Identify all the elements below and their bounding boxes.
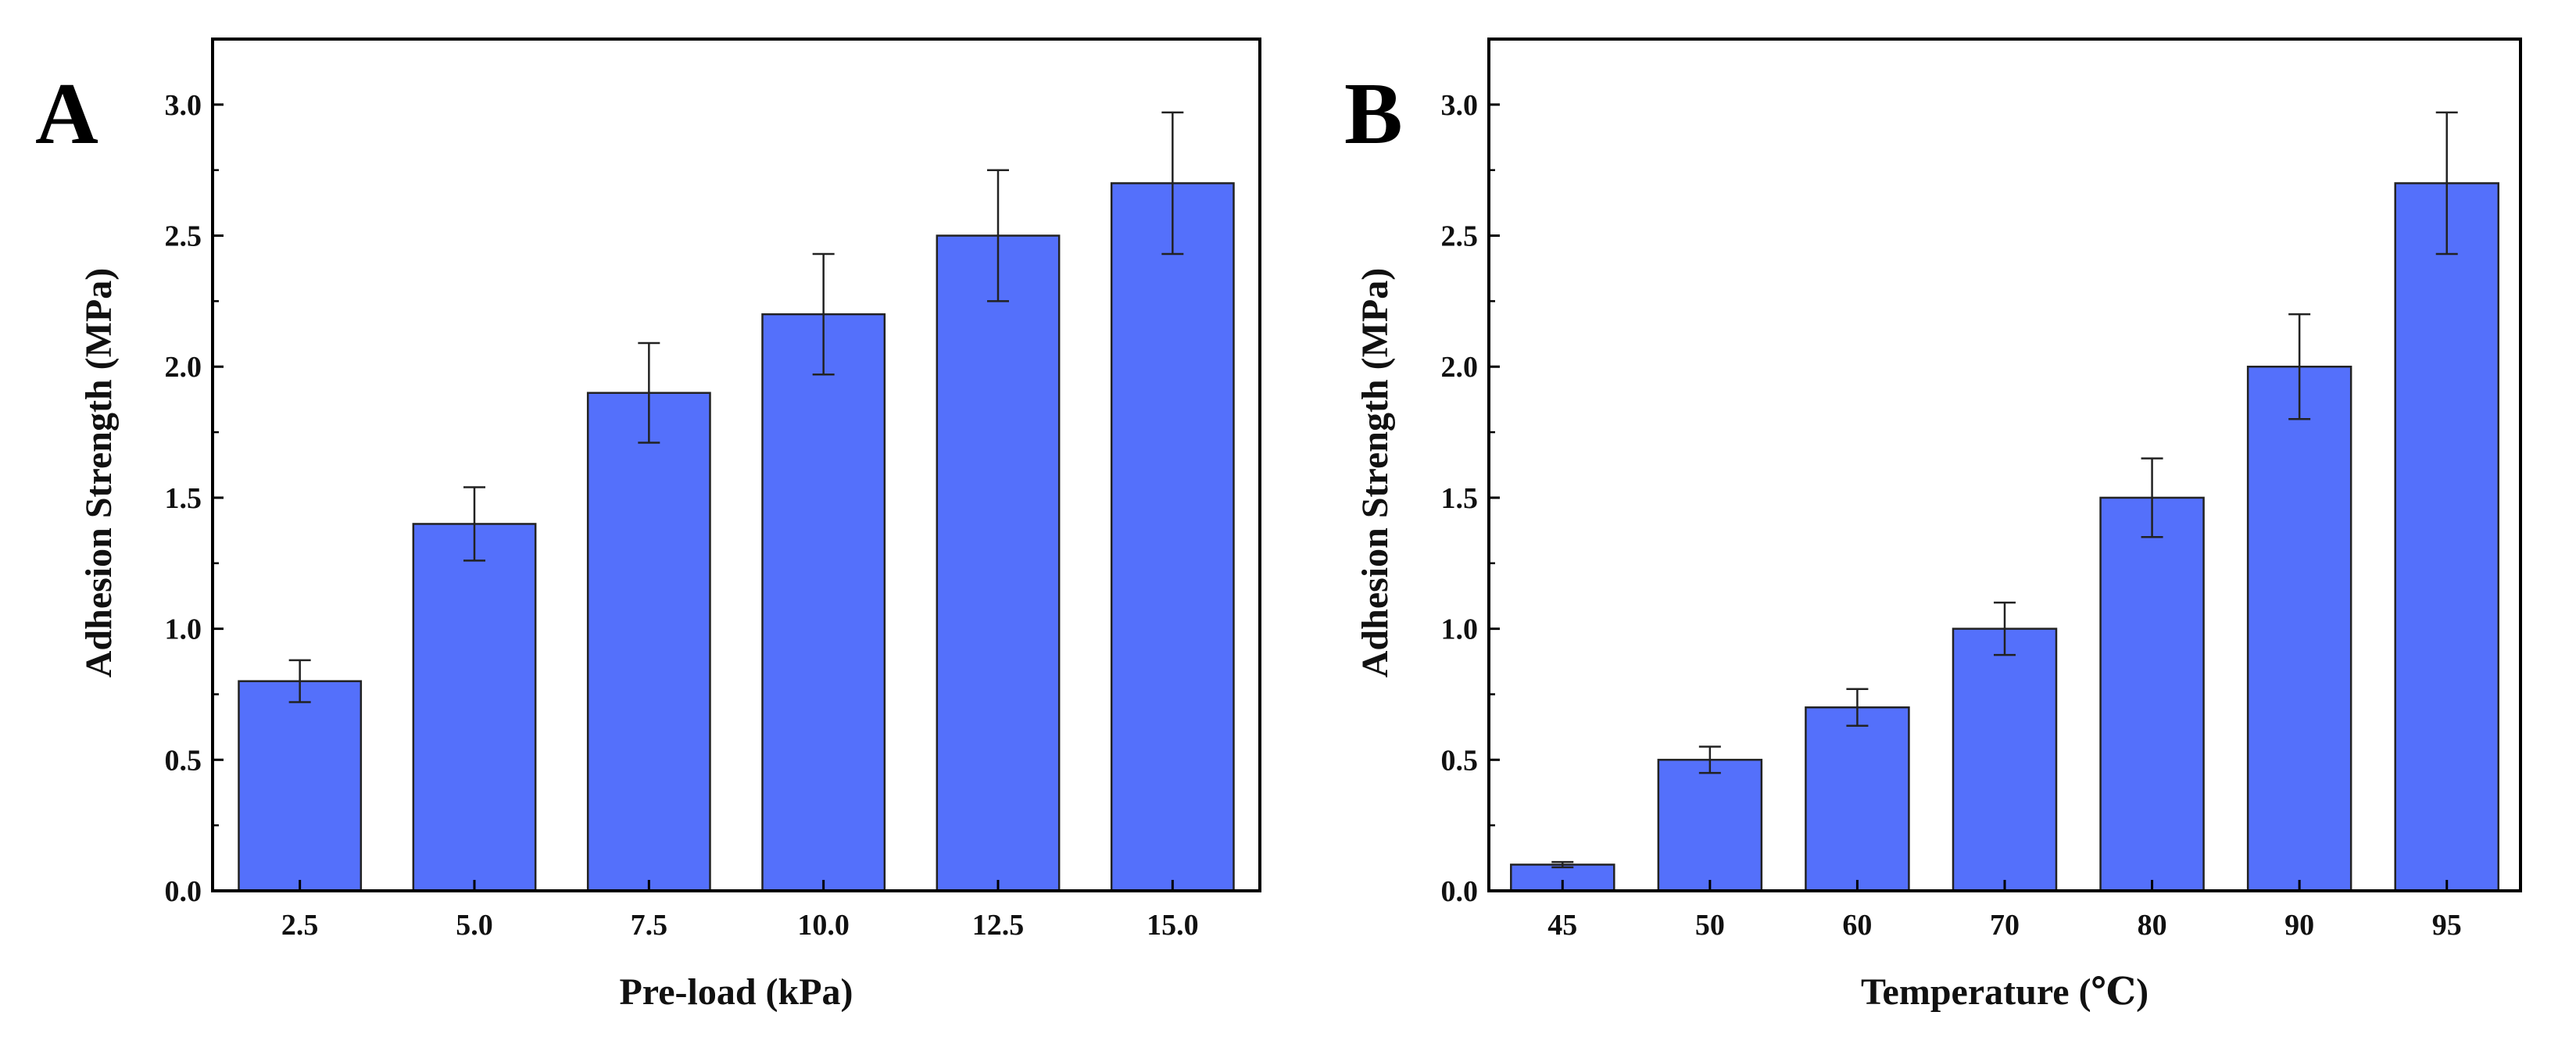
- bar-a-3: [761, 313, 886, 892]
- bar-a-4: [936, 234, 1061, 892]
- y-tick-label-a-1: 0.5: [165, 744, 202, 777]
- bar-b-5: [2246, 365, 2352, 892]
- bar-b-2: [1805, 706, 1910, 892]
- y-tick-label-b-2: 1.0: [1441, 613, 1479, 646]
- chart-panel-a: A 0.0 0.5 1.0 1.5 2.0 2.5 3.0 2.5 5.0 7.5 10.0 12.5…: [35, 38, 1261, 1013]
- error-bar-b-2: [1846, 688, 1869, 727]
- error-bar-a-2: [638, 341, 660, 444]
- bar-b-3: [1952, 627, 2058, 892]
- error-bar-a-5: [1161, 111, 1184, 256]
- x-tick-label-b-4: 80: [2138, 909, 2167, 942]
- error-bar-b-3: [1994, 601, 2016, 656]
- error-bar-b-1: [1698, 745, 1721, 774]
- bar-b-6: [2394, 182, 2499, 892]
- plot-frame-a: [211, 38, 1261, 892]
- error-bar-b-4: [2141, 457, 2163, 538]
- x-tick-label-b-3: 70: [1990, 909, 2020, 942]
- y-tick-label-b-0: 0.0: [1441, 875, 1479, 908]
- x-tick-label-b-0: 45: [1547, 909, 1577, 942]
- y-tick-label-b-4: 2.0: [1441, 351, 1479, 384]
- y-tick-label-a-5: 2.5: [165, 220, 202, 253]
- error-bar-b-0: [1551, 860, 1574, 869]
- y-tick-label-b-5: 2.5: [1441, 220, 1479, 253]
- x-tick-label-b-1: 50: [1695, 909, 1725, 942]
- x-tick-label-a-4: 12.5: [972, 909, 1025, 942]
- y-axis-label-a: Adhesion Strength (MPa): [78, 268, 120, 678]
- panel-letter-a: A: [35, 66, 98, 163]
- y-tick-label-a-0: 0.0: [165, 875, 202, 908]
- panel-letter-b: B: [1344, 66, 1403, 163]
- y-tick-label-a-2: 1.0: [165, 613, 202, 646]
- x-tick-label-a-2: 7.5: [631, 909, 668, 942]
- bar-a-5: [1110, 182, 1235, 892]
- error-bar-a-4: [987, 169, 1009, 302]
- bar-a-1: [412, 523, 537, 892]
- error-bar-a-1: [463, 486, 485, 562]
- y-tick-label-b-6: 3.0: [1441, 89, 1479, 122]
- x-tick-label-a-5: 15.0: [1147, 909, 1199, 942]
- x-tick-label-b-5: 90: [2284, 909, 2314, 942]
- error-bar-b-5: [2288, 313, 2311, 420]
- y-axis-label-b: Adhesion Strength (MPa): [1354, 268, 1396, 678]
- chart-panel-b: B 0.0 0.5 1.0 1.5 2.0 2.5 3.0 45 50 60 70 80 90 95 Te…: [1344, 38, 2522, 1013]
- x-tick-label-b-6: 95: [2432, 909, 2462, 942]
- x-tick-label-a-0: 2.5: [281, 909, 319, 942]
- y-tick-label-a-4: 2.0: [165, 351, 202, 384]
- y-tick-label-b-1: 0.5: [1441, 744, 1479, 777]
- error-bar-a-0: [288, 659, 311, 703]
- bar-a-0: [238, 680, 363, 892]
- y-tick-label-b-3: 1.5: [1441, 482, 1479, 515]
- error-bar-a-3: [812, 252, 835, 376]
- bar-a-2: [586, 392, 711, 892]
- error-bar-b-6: [2435, 111, 2458, 256]
- bar-b-4: [2099, 496, 2205, 892]
- x-tick-label-a-1: 5.0: [456, 909, 493, 942]
- x-axis-label-a: Pre-load (kPa): [619, 971, 853, 1013]
- x-tick-label-a-3: 10.0: [797, 909, 850, 942]
- y-tick-label-a-6: 3.0: [165, 89, 202, 122]
- bar-b-1: [1657, 759, 1763, 892]
- y-tick-label-a-3: 1.5: [165, 482, 202, 515]
- x-axis-label-b: Temperature (℃): [1861, 971, 2148, 1013]
- x-tick-label-b-2: 60: [1842, 909, 1872, 942]
